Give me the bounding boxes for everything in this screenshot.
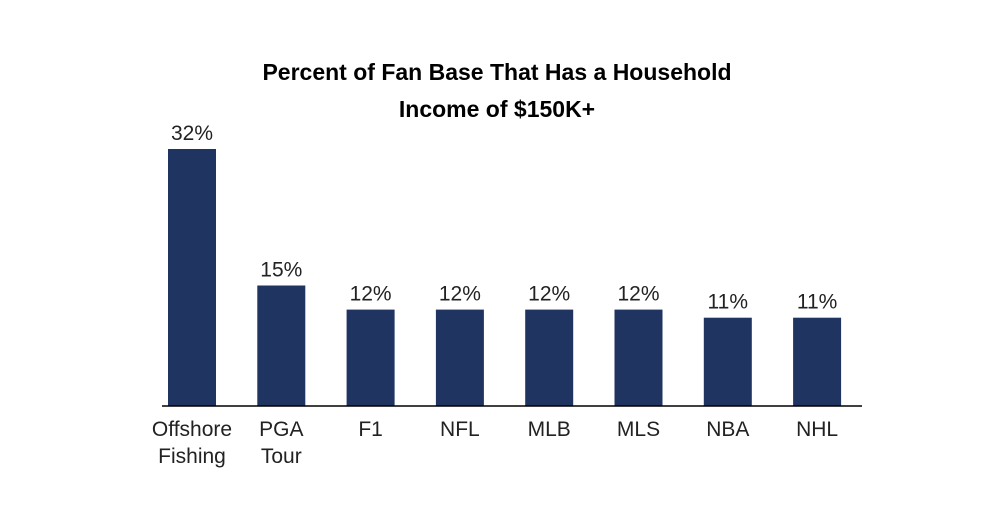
value-label-6: 11% <box>708 291 748 314</box>
value-label-2: 12% <box>350 283 392 306</box>
bar-4 <box>525 309 574 406</box>
value-label-5: 12% <box>617 283 659 306</box>
bar-3 <box>435 309 484 406</box>
category-label-0-line-1: Fishing <box>158 445 226 468</box>
chart-title-line-2: Income of $150K+ <box>399 96 595 122</box>
category-label-1-line-0: PGA <box>259 418 303 441</box>
category-label-2: F1 <box>358 418 383 441</box>
category-label-3: NFL <box>440 418 480 441</box>
category-label-0-line-0: Offshore <box>152 418 232 441</box>
category-label-4: MLB <box>528 418 571 441</box>
bar-7 <box>793 317 842 406</box>
value-label-4: 12% <box>528 283 570 306</box>
value-label-0: 32% <box>171 122 213 145</box>
value-labels-group: 32% 15% 12% 12% 12% 12% 11% 11% <box>171 122 837 314</box>
value-label-1: 15% <box>260 259 302 282</box>
bar-6 <box>703 317 752 406</box>
category-label-6: NBA <box>706 418 749 441</box>
category-label-5: MLS <box>617 418 660 441</box>
value-label-3: 12% <box>439 283 481 306</box>
category-labels-group: Offshore Fishing PGA Tour F1 NFL MLB MLS NBA NHL <box>152 418 838 468</box>
chart-title: Percent of Fan Base That Has a Household… <box>262 59 731 122</box>
bars-group <box>168 149 842 406</box>
value-label-7: 11% <box>797 291 837 314</box>
bar-0 <box>168 149 216 406</box>
category-label-7: NHL <box>796 418 838 441</box>
bar-5 <box>614 309 663 406</box>
bar-2 <box>346 309 395 406</box>
chart-title-line-1: Percent of Fan Base That Has a Household <box>262 59 731 85</box>
bar-1 <box>257 285 306 406</box>
category-label-1-line-1: Tour <box>261 445 302 468</box>
